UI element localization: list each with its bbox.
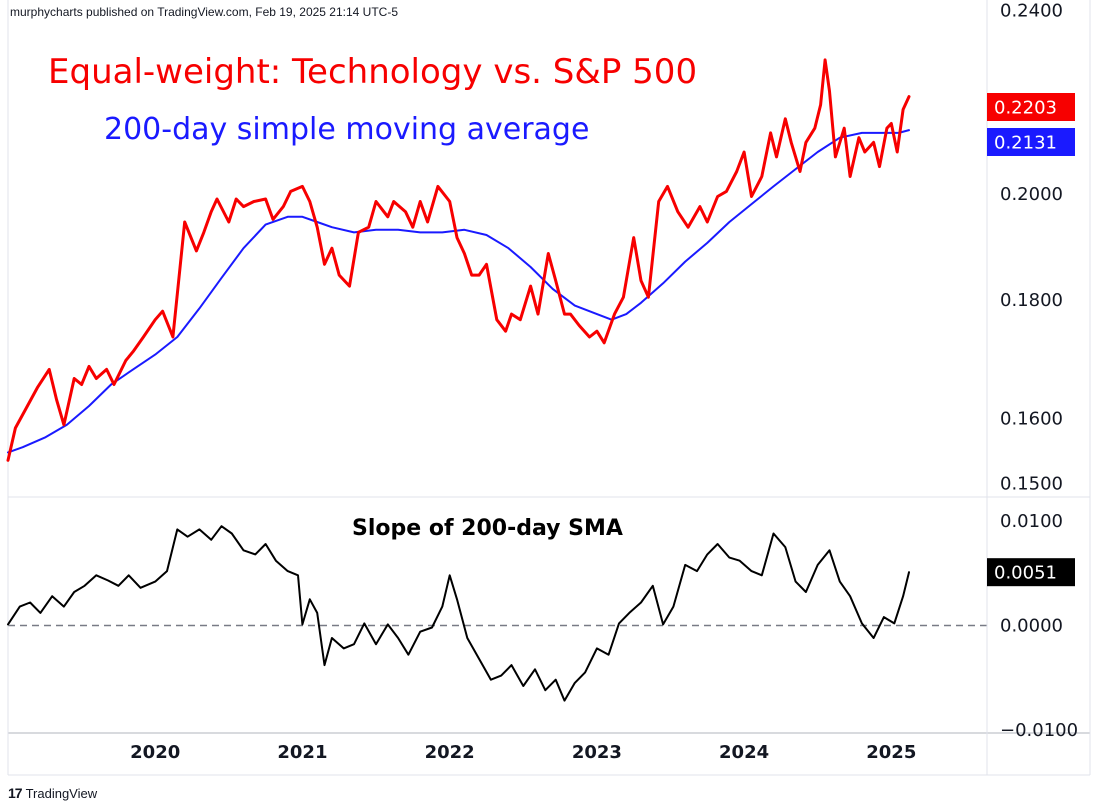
upper-y-tick-label: 0.1500 bbox=[1000, 473, 1063, 494]
lower-y-tick-label: −0.0100 bbox=[1000, 720, 1078, 741]
sma-last-value-label: 0.2131 bbox=[994, 133, 1057, 154]
x-tick-label: 2023 bbox=[572, 742, 622, 763]
lower-y-tick-label: 0.0100 bbox=[1000, 511, 1063, 532]
lower-y-tick-label: 0.0000 bbox=[1000, 615, 1063, 636]
lower-pane-series bbox=[7, 525, 910, 702]
upper-pane-series bbox=[6, 58, 911, 462]
slope-last-value-label-bg bbox=[987, 558, 1075, 587]
x-tick-label: 2024 bbox=[719, 742, 769, 763]
publish-attribution: murphycharts published on TradingView.co… bbox=[10, 5, 398, 19]
x-tick-label: 2021 bbox=[277, 742, 327, 763]
chart-title: Equal-weight: Technology vs. S&P 500 bbox=[48, 52, 698, 92]
sma-200-line bbox=[7, 129, 910, 454]
chart-subtitle: 200-day simple moving average bbox=[104, 112, 590, 147]
upper-price-scale[interactable]: 0.2400 0.2000 0.1800 0.1600 0.1500 bbox=[1000, 0, 1063, 494]
tech-vs-sp500-ratio-line bbox=[6, 58, 911, 462]
time-scale[interactable]: 2020 2021 2022 2023 2024 2025 bbox=[130, 742, 916, 763]
upper-y-tick-label: 0.1800 bbox=[1000, 290, 1063, 311]
lower-pane-title: Slope of 200-day SMA bbox=[352, 516, 623, 541]
sma-slope-line bbox=[7, 525, 910, 702]
chart-frame bbox=[7, 0, 1091, 776]
x-tick-label: 2022 bbox=[425, 742, 475, 763]
ratio-last-value-label-bg bbox=[987, 93, 1075, 121]
lower-price-scale[interactable]: 0.0100 0.0000 −0.0100 bbox=[1000, 511, 1078, 741]
upper-y-tick-label: 0.1600 bbox=[1000, 409, 1063, 430]
x-tick-label: 2020 bbox=[130, 742, 180, 763]
ratio-last-value-label: 0.2203 bbox=[994, 98, 1057, 119]
last-value-labels: 0.2203 0.2131 0.0051 bbox=[987, 93, 1075, 587]
tradingview-brand-label: TradingView bbox=[25, 785, 98, 801]
tradingview-logo-icon: 17 bbox=[8, 785, 23, 801]
sma-last-value-label-bg bbox=[987, 128, 1075, 156]
upper-y-tick-label: 0.2000 bbox=[1000, 184, 1063, 205]
footer-brand[interactable]: 17 TradingView bbox=[8, 785, 97, 801]
upper-y-tick-label: 0.2400 bbox=[1000, 0, 1063, 21]
slope-last-value-label: 0.0051 bbox=[994, 563, 1057, 584]
x-tick-label: 2025 bbox=[866, 742, 916, 763]
